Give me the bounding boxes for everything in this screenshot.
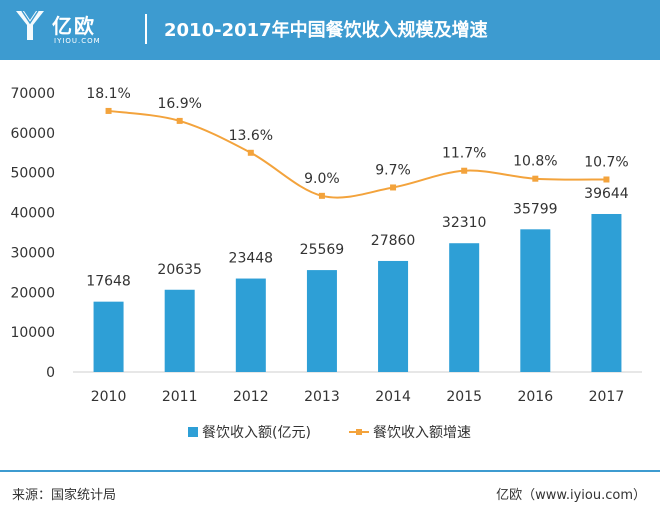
- bar: [306, 270, 337, 372]
- growth-value-label: 11.7%: [442, 146, 486, 162]
- growth-value-label: 13.6%: [229, 128, 273, 144]
- bar: [449, 243, 480, 372]
- bar: [235, 278, 266, 372]
- bar-value-label: 20635: [157, 262, 202, 278]
- bar: [520, 229, 551, 372]
- y-tick-label: 0: [46, 365, 55, 381]
- x-tick-label: 2014: [375, 389, 411, 405]
- growth-point: [390, 184, 397, 191]
- bar-series: [93, 213, 622, 372]
- growth-point: [105, 107, 112, 114]
- source-note: 来源：国家统计局: [12, 488, 117, 503]
- page-title: 2010-2017年中国餐饮收入规模及增速: [164, 20, 488, 41]
- bar: [378, 260, 409, 372]
- y-axis: 0 10000 20000 30000 40000 50000 60000 70000: [10, 86, 55, 381]
- bar-value-label: 23448: [229, 251, 274, 267]
- growth-line: [108, 109, 607, 199]
- brand-domain: IYIOU.COM: [54, 37, 101, 45]
- legend-bar-label: 餐饮收入额(亿元): [202, 425, 311, 441]
- growth-point: [176, 117, 183, 124]
- bar: [93, 301, 124, 372]
- header-divider: [145, 14, 147, 44]
- legend-line-label: 餐饮收入额增速: [373, 425, 471, 441]
- y-tick-label: 50000: [10, 166, 55, 182]
- growth-value-label: 9.0%: [304, 171, 340, 187]
- footer-rule: [0, 470, 660, 472]
- x-tick-label: 2011: [162, 389, 198, 405]
- growth-line-series: [105, 107, 610, 199]
- brand-name: 亿欧: [52, 14, 96, 38]
- growth-point: [532, 175, 539, 182]
- legend-line-marker: [356, 429, 362, 435]
- legend-bar-swatch: [188, 427, 198, 437]
- growth-point: [603, 176, 610, 183]
- x-tick-label: 2012: [233, 389, 269, 405]
- bar: [164, 289, 195, 372]
- growth-point: [318, 192, 325, 199]
- credit-note: 亿欧（www.iyiou.com）: [496, 488, 646, 503]
- growth-value-label: 10.8%: [513, 154, 557, 170]
- growth-value-label: 16.9%: [157, 96, 201, 112]
- legend: 餐饮收入额(亿元) 餐饮收入额增速: [188, 425, 471, 441]
- y-tick-label: 40000: [10, 206, 55, 222]
- bar-value-label: 32310: [442, 215, 487, 231]
- header-banner: 亿欧 IYIOU.COM 2010-2017年中国餐饮收入规模及增速: [0, 0, 660, 60]
- bar-value-label: 27860: [371, 233, 416, 249]
- y-tick-label: 30000: [10, 245, 55, 261]
- growth-point: [247, 149, 254, 156]
- bar-value-labels: 17648 20635 23448 25569 27860 32310 35799 39644: [86, 186, 629, 290]
- iyiou-logo-icon: [16, 10, 44, 40]
- bar-value-label: 17648: [86, 274, 131, 290]
- x-tick-label: 2013: [304, 389, 340, 405]
- bar-value-label: 35799: [513, 201, 558, 217]
- x-tick-label: 2015: [446, 389, 482, 405]
- x-tick-label: 2010: [91, 389, 127, 405]
- x-tick-label: 2016: [517, 389, 553, 405]
- bar-value-label: 39644: [584, 186, 629, 202]
- y-tick-label: 70000: [10, 86, 55, 102]
- y-tick-label: 10000: [10, 325, 55, 341]
- growth-value-label: 9.7%: [375, 162, 411, 178]
- growth-value-labels: 18.1% 16.9% 13.6% 9.0% 9.7% 11.7% 10.8% 10.7%: [86, 86, 628, 187]
- growth-value-label: 18.1%: [86, 86, 130, 102]
- growth-value-label: 10.7%: [584, 154, 628, 170]
- revenue-chart: 0 10000 20000 30000 40000 50000 60000 70000 176…: [10, 86, 642, 441]
- bar-value-label: 25569: [300, 242, 345, 258]
- x-axis: 2010 2011 2012 2013 2014 2015 2016 2017: [91, 389, 625, 405]
- growth-point: [461, 167, 468, 174]
- y-tick-label: 20000: [10, 285, 55, 301]
- y-tick-label: 60000: [10, 126, 55, 142]
- x-tick-label: 2017: [589, 389, 625, 405]
- bar: [591, 213, 622, 372]
